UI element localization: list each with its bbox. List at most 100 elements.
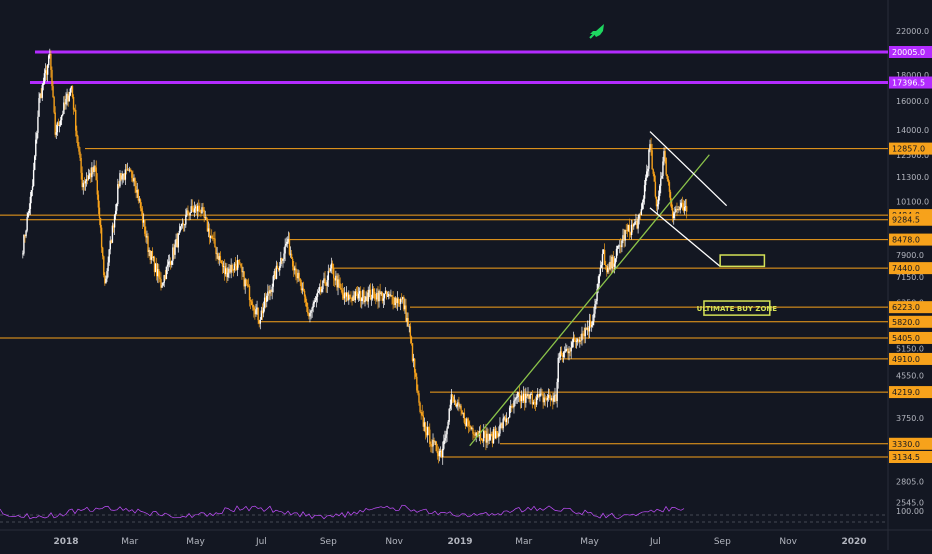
candle-body bbox=[585, 327, 587, 330]
candle-body bbox=[570, 347, 572, 352]
candle-body bbox=[341, 289, 344, 295]
candle-body bbox=[446, 428, 448, 435]
time-axis[interactable]: 2018 Mar May Jul Sep Nov 2019 Mar May Jul Sep Nov 20… bbox=[53, 537, 866, 547]
candle-body bbox=[80, 157, 82, 173]
candle-body bbox=[655, 196, 658, 207]
candle-body bbox=[182, 223, 185, 226]
candle-body bbox=[213, 237, 215, 239]
candle-body bbox=[526, 393, 528, 397]
candle-body bbox=[345, 292, 348, 297]
time-tick-label: Mar bbox=[121, 537, 138, 547]
candle-body bbox=[432, 440, 434, 447]
candle-body bbox=[216, 253, 218, 255]
candle-body bbox=[590, 325, 593, 327]
drawing-layer: ULTIMATE BUY ZONE bbox=[469, 131, 778, 447]
candle-body bbox=[375, 298, 377, 300]
candle-body bbox=[551, 398, 553, 400]
candle-body bbox=[304, 296, 307, 302]
candle-body bbox=[215, 247, 217, 255]
candle-body bbox=[263, 297, 266, 308]
price-level-tag-label: 5820.0 bbox=[892, 318, 920, 327]
candle-body bbox=[39, 93, 41, 99]
candle-body bbox=[96, 180, 99, 195]
candle-body bbox=[226, 268, 228, 278]
candle-body bbox=[316, 292, 319, 297]
candle-body bbox=[240, 263, 242, 267]
candle-body bbox=[372, 288, 375, 292]
candle-body bbox=[641, 202, 644, 209]
candle-body bbox=[310, 310, 312, 313]
time-tick-label: 2018 bbox=[53, 537, 78, 547]
candle-body bbox=[214, 238, 216, 248]
candle-body bbox=[239, 262, 241, 264]
candle-body bbox=[484, 430, 486, 432]
candle-body bbox=[317, 291, 320, 293]
candle-body bbox=[608, 267, 610, 270]
candle-body bbox=[184, 224, 186, 226]
candle-body bbox=[501, 423, 503, 429]
candle-body bbox=[592, 321, 594, 326]
candle-body bbox=[685, 206, 688, 212]
candle-body bbox=[76, 130, 78, 137]
candle-body bbox=[48, 55, 50, 66]
candle-body bbox=[195, 206, 198, 212]
candle-body bbox=[36, 132, 38, 140]
candle-body bbox=[167, 261, 170, 265]
candle-body bbox=[119, 173, 121, 187]
candle-body bbox=[492, 429, 495, 444]
candle-body bbox=[35, 139, 37, 157]
candle-body bbox=[533, 401, 536, 403]
horizontal-levels bbox=[0, 50, 888, 458]
price-tick-label: 18000.0 bbox=[896, 71, 929, 80]
candle-body bbox=[682, 203, 685, 211]
candle-body bbox=[351, 298, 353, 301]
candle-body bbox=[258, 320, 260, 324]
candle-body bbox=[349, 294, 351, 298]
price-tick-label: 14000.0 bbox=[896, 126, 929, 135]
candle-body bbox=[497, 432, 499, 437]
candle-body bbox=[397, 298, 400, 304]
candle-body bbox=[594, 304, 596, 314]
price-level-tag bbox=[889, 142, 932, 155]
candle-body bbox=[336, 275, 338, 288]
candle-body bbox=[625, 229, 627, 231]
candle-body bbox=[616, 245, 619, 249]
candle-body bbox=[452, 397, 455, 402]
candle-body bbox=[473, 433, 475, 436]
candle-body bbox=[82, 182, 84, 188]
candle-body bbox=[374, 291, 376, 299]
candle-body bbox=[365, 296, 367, 301]
candle-body bbox=[461, 410, 463, 414]
candle-body bbox=[508, 407, 511, 418]
candle-body bbox=[673, 213, 675, 219]
candle-body bbox=[411, 343, 414, 361]
buy-zone-label: ULTIMATE BUY ZONE bbox=[697, 305, 778, 313]
candle-body bbox=[260, 310, 263, 320]
candle-body bbox=[677, 209, 679, 211]
price-level-tag bbox=[889, 262, 932, 275]
candle-body bbox=[542, 394, 544, 403]
candle-body bbox=[320, 286, 322, 292]
candle-body bbox=[307, 306, 309, 314]
candle-body bbox=[642, 198, 645, 203]
candle-body bbox=[29, 196, 32, 210]
candle-body bbox=[211, 235, 213, 238]
candle-body bbox=[177, 233, 179, 248]
candle-body bbox=[611, 256, 613, 269]
time-tick-label: Jul bbox=[649, 537, 661, 547]
candle-body bbox=[168, 261, 171, 263]
candle-body bbox=[244, 279, 246, 287]
price-level-tag-label: 7440.0 bbox=[892, 264, 920, 273]
price-tick-label: 7150.0 bbox=[896, 273, 924, 282]
candle-body bbox=[344, 292, 347, 297]
candle-body bbox=[606, 265, 608, 273]
candle-body bbox=[267, 291, 269, 296]
candle-body bbox=[664, 151, 666, 158]
price-axis[interactable]: 22000.0 18000.0 16000.0 14000.0 12500.0 11300… bbox=[889, 27, 932, 508]
candle-body bbox=[176, 239, 178, 248]
candle-body bbox=[238, 259, 240, 263]
candle-body bbox=[84, 181, 87, 184]
candle-body bbox=[506, 418, 509, 420]
